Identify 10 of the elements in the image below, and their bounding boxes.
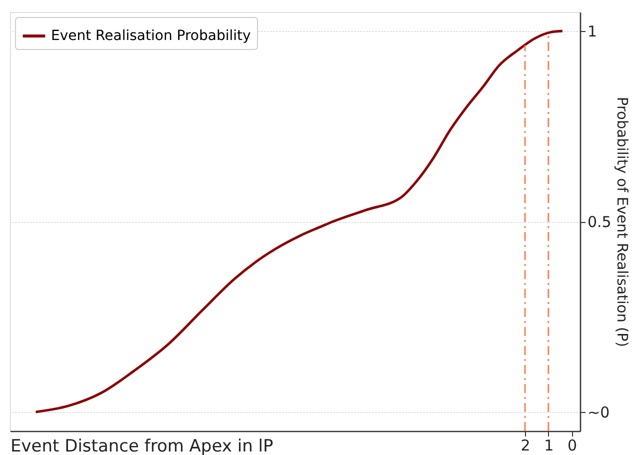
line-series — [34, 30, 564, 414]
x-axis-title: Event Distance from Apex in lP — [10, 436, 274, 455]
legend-label: Event Realisation Probability — [51, 28, 251, 44]
y-tick-label: 1 — [588, 22, 598, 41]
y-axis-title: Probability of Event Realisation (P) — [613, 96, 630, 348]
x-tick-label: 1 — [544, 436, 554, 454]
y-tick-label: ~0 — [588, 403, 610, 422]
x-tick-label: 2 — [520, 436, 530, 454]
y-tick-label: 0.5 — [588, 213, 612, 231]
x-tick-label: 0 — [568, 436, 578, 454]
